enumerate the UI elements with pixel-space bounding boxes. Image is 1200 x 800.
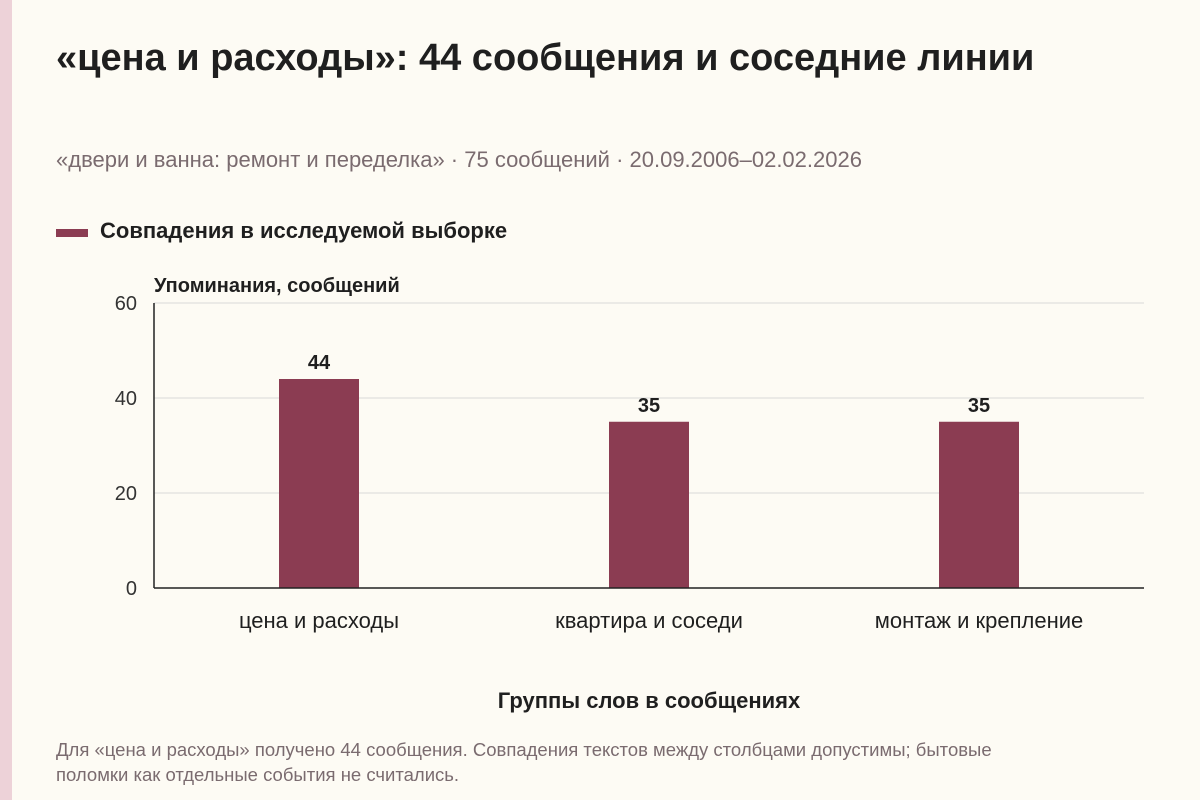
axes	[153, 303, 1144, 589]
x-tick-label: цена и расходы	[239, 608, 399, 633]
y-tick-label: 40	[115, 388, 137, 410]
y-tick-label: 0	[126, 578, 137, 600]
y-tick-label: 60	[115, 293, 137, 315]
chart-title: «цена и расходы»: 44 сообщения и соседни…	[56, 37, 1035, 79]
x-axis-title: Группы слов в сообщениях	[498, 688, 801, 713]
bars	[279, 379, 1019, 588]
bar	[939, 421, 1019, 588]
y-tick-label: 20	[115, 483, 137, 505]
y-axis-title: Упоминания, сообщений	[154, 275, 400, 297]
x-tick-label: монтаж и крепление	[875, 608, 1084, 633]
bar-value-label: 35	[968, 395, 990, 417]
footnote: Для «цена и расходы» получено 44 сообщен…	[56, 739, 992, 785]
legend: Совпадения в исследуемой выборке	[56, 218, 507, 244]
bar-value-label: 44	[308, 352, 331, 374]
bar-value-label: 35	[638, 395, 660, 417]
data-labels: 44 35 35	[308, 352, 990, 417]
chart-subtitle: «двери и ванна: ремонт и переделка» · 75…	[56, 147, 862, 172]
axis-ticks: 0 20 40 60 цена и расходы квартира и соседи мо…	[115, 293, 1084, 633]
x-tick-label: квартира и соседи	[555, 608, 743, 633]
bar	[609, 421, 689, 588]
accent-strip	[0, 0, 12, 800]
bar	[279, 379, 359, 588]
legend-label: Совпадения в исследуемой выборке	[100, 218, 508, 243]
legend-swatch	[56, 229, 88, 237]
